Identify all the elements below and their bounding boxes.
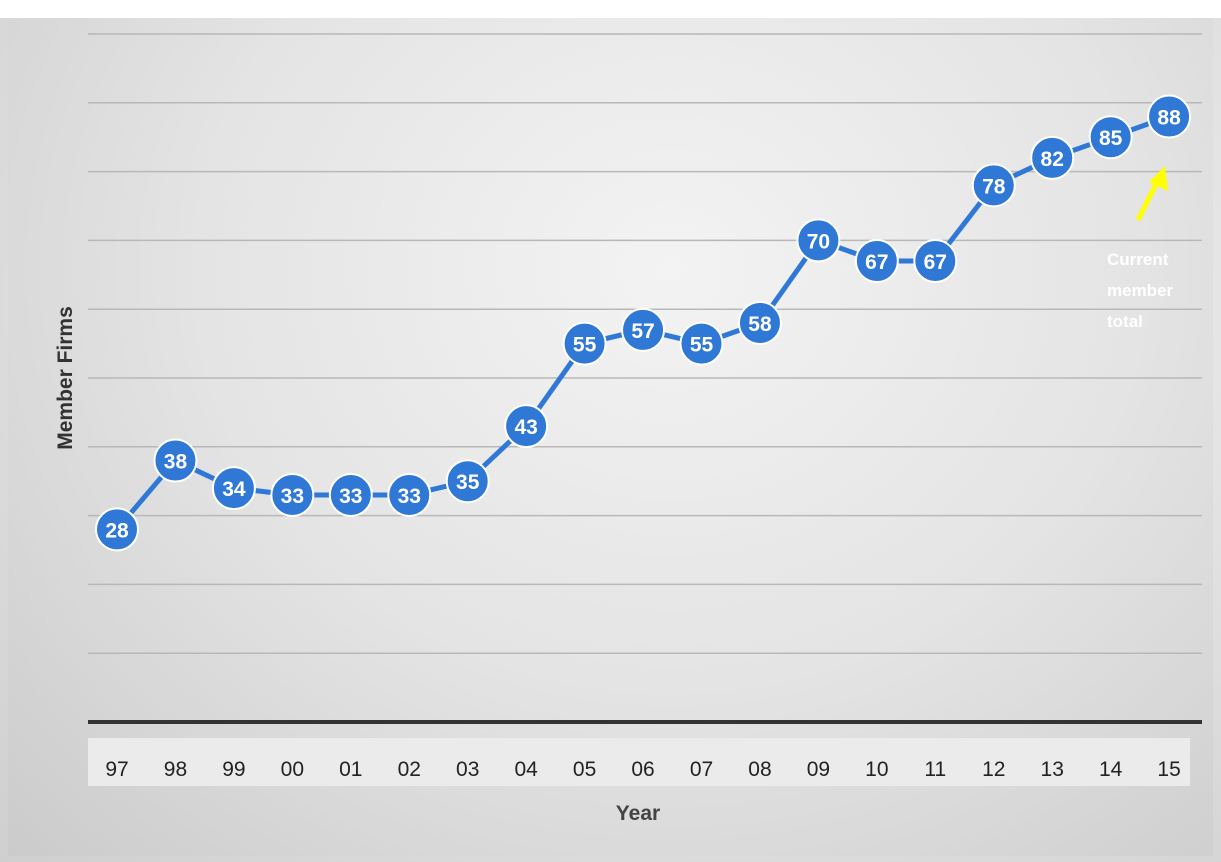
arrow-head bbox=[1149, 166, 1168, 191]
data-point bbox=[504, 404, 549, 449]
x-tick-label: 08 bbox=[748, 758, 771, 781]
x-tick-label: 98 bbox=[164, 758, 187, 781]
x-tick-label: 07 bbox=[690, 758, 713, 781]
data-label: 33 bbox=[339, 485, 362, 508]
x-tick-label: 05 bbox=[573, 758, 596, 781]
x-tick-label: 03 bbox=[456, 758, 479, 781]
x-tick-label: 15 bbox=[1157, 758, 1180, 781]
data-label: 28 bbox=[105, 519, 129, 542]
x-tick-label: 10 bbox=[865, 758, 888, 781]
x-tick-label: 13 bbox=[1041, 758, 1064, 781]
data-point bbox=[1088, 115, 1133, 160]
data-point bbox=[95, 507, 139, 552]
data-label: 57 bbox=[631, 320, 654, 343]
data-label: 88 bbox=[1157, 107, 1181, 130]
x-tick-labels: 97 98 99 00 01 02 03 04 05 06 07 08 09 10 11 12 13 14 15 bbox=[105, 758, 1180, 781]
data-point bbox=[153, 438, 198, 483]
x-tick-label: 00 bbox=[281, 758, 304, 781]
data-point bbox=[679, 321, 724, 366]
x-tick-label: 09 bbox=[807, 758, 830, 781]
data-label: 55 bbox=[573, 334, 597, 357]
data-label: 82 bbox=[1041, 148, 1064, 171]
data-point bbox=[387, 472, 432, 517]
data-point bbox=[445, 459, 490, 504]
data-label: 33 bbox=[398, 485, 421, 508]
data-point bbox=[328, 472, 373, 517]
data-label: 85 bbox=[1099, 127, 1123, 150]
data-point bbox=[854, 239, 899, 284]
data-point bbox=[796, 218, 841, 263]
data-label: 67 bbox=[924, 251, 947, 274]
x-tick-label: 14 bbox=[1099, 758, 1123, 781]
x-axis-title: Year bbox=[616, 802, 660, 825]
data-label: 78 bbox=[982, 175, 1006, 198]
data-label: 35 bbox=[456, 471, 480, 494]
x-tick-label: 11 bbox=[924, 758, 946, 781]
chart-panel bbox=[8, 18, 1213, 856]
x-tick-label: 02 bbox=[398, 758, 421, 781]
data-label: 34 bbox=[222, 478, 246, 501]
data-point bbox=[562, 321, 607, 366]
x-tick-label: 12 bbox=[982, 758, 1005, 781]
data-point bbox=[621, 307, 666, 352]
data-point bbox=[211, 466, 256, 511]
data-point bbox=[1030, 135, 1075, 180]
annotation-line-2: member bbox=[1107, 281, 1174, 300]
annotation-line-1: Current bbox=[1107, 250, 1169, 269]
x-tick-label: 97 bbox=[105, 758, 128, 781]
y-axis-title: Member Firms bbox=[54, 306, 77, 450]
x-tick-label: 06 bbox=[631, 758, 654, 781]
x-tick-label: 01 bbox=[339, 758, 362, 781]
annotation-line-3: total bbox=[1107, 312, 1143, 331]
arrow-shaft bbox=[1135, 178, 1161, 222]
current-member-arrow bbox=[1135, 166, 1168, 222]
data-label: 70 bbox=[807, 230, 830, 253]
data-label: 43 bbox=[514, 416, 537, 439]
data-point bbox=[971, 163, 1016, 208]
x-tick-strip bbox=[88, 738, 1190, 786]
gridlines bbox=[88, 33, 1202, 654]
x-tick-label: 99 bbox=[222, 758, 245, 781]
data-points: 28 38 34 33 33 33 35 43 55 57 55 58 70 67 67 78 82 85 88 bbox=[95, 94, 1192, 552]
top-band bbox=[0, 0, 1221, 18]
data-point bbox=[270, 472, 315, 517]
x-tick-label: 04 bbox=[514, 758, 538, 781]
data-label: 58 bbox=[748, 313, 772, 336]
data-point bbox=[1147, 94, 1192, 139]
data-label: 38 bbox=[164, 451, 188, 474]
data-label: 67 bbox=[865, 251, 888, 274]
data-label: 55 bbox=[690, 334, 714, 357]
data-label: 33 bbox=[281, 485, 304, 508]
data-point bbox=[737, 300, 782, 345]
data-point bbox=[913, 239, 958, 284]
